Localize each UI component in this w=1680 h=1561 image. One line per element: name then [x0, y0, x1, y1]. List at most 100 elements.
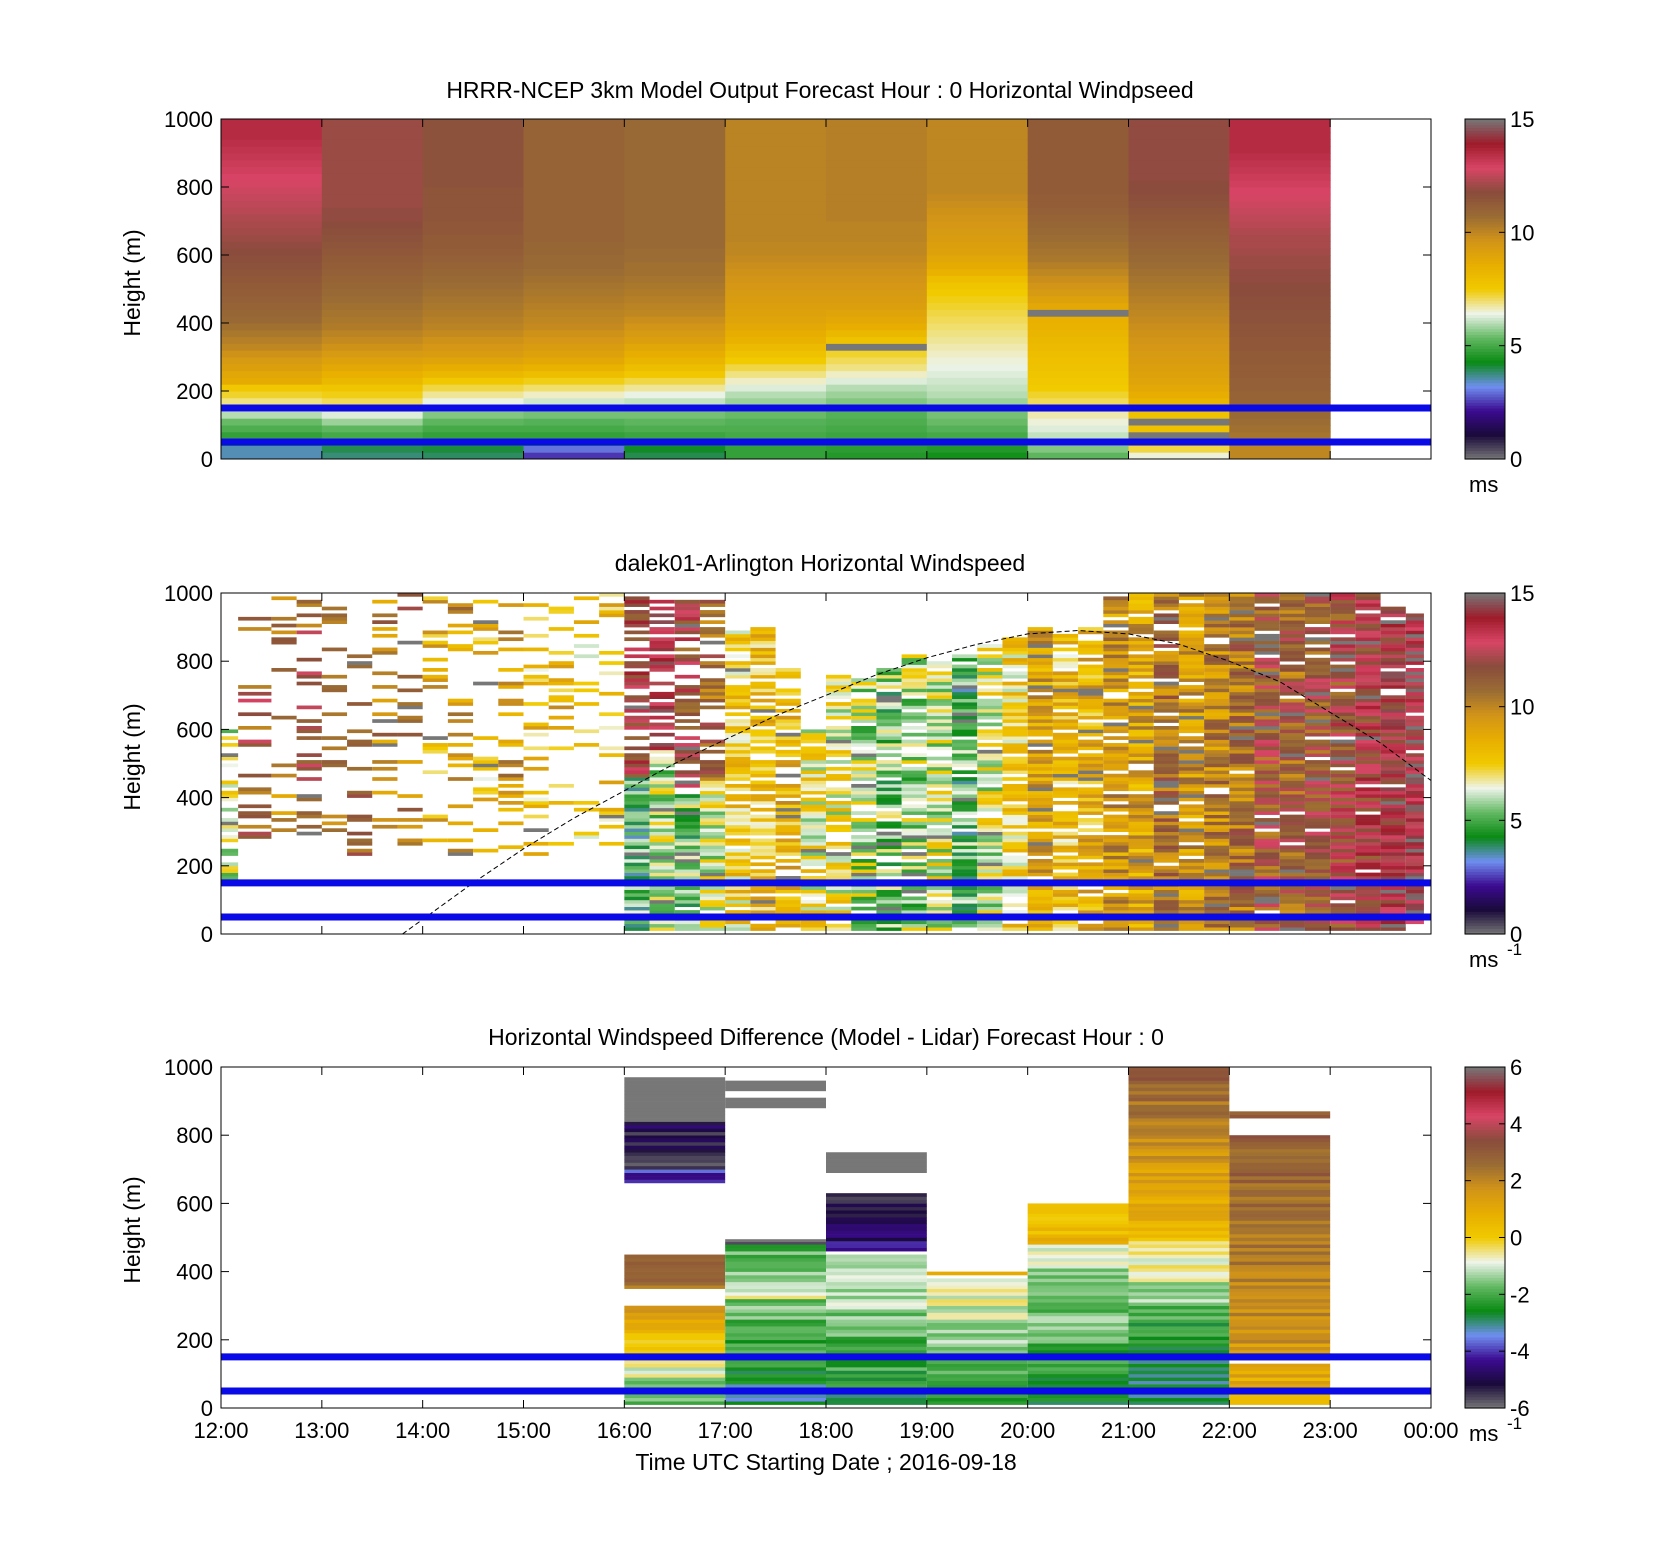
- heatmap-cell: [1355, 620, 1381, 624]
- heatmap-cell: [1405, 780, 1424, 785]
- heatmap-cell: [826, 858, 852, 863]
- heatmap-cell: [750, 927, 776, 931]
- heatmap-cell: [725, 166, 827, 174]
- heatmap-cell: [649, 708, 675, 713]
- heatmap-cell: [725, 818, 751, 822]
- heatmap-cell: [1229, 248, 1331, 256]
- heatmap-cell: [1279, 906, 1305, 911]
- heatmap-cell: [725, 831, 751, 836]
- colorbar-swatch: [1465, 715, 1505, 719]
- heatmap-cell: [977, 801, 1003, 805]
- heatmap-cell: [1178, 780, 1205, 785]
- heatmap-cell: [851, 858, 877, 863]
- heatmap-cell: [699, 773, 726, 778]
- heatmap-cell: [271, 818, 297, 822]
- heatmap-cell: [1103, 920, 1129, 925]
- heatmap-cell: [473, 790, 499, 795]
- heatmap-cell: [523, 282, 625, 290]
- heatmap-cell: [624, 801, 650, 805]
- heatmap-cell: [725, 770, 751, 775]
- heatmap-cell: [901, 818, 927, 822]
- heatmap-cell: [1405, 650, 1424, 655]
- heatmap-cell: [1204, 852, 1230, 856]
- heatmap-cell: [321, 146, 424, 154]
- heatmap-cell: [826, 845, 852, 850]
- heatmap-cell: [725, 452, 827, 460]
- heatmap-cell: [952, 725, 978, 730]
- heatmap-cell: [1002, 777, 1028, 781]
- heatmap-cell: [826, 1152, 927, 1156]
- heatmap-cell: [977, 702, 1003, 706]
- heatmap-cell: [1204, 698, 1230, 703]
- heatmap-cell: [725, 146, 827, 154]
- heatmap-cell: [1178, 685, 1205, 689]
- heatmap-cell: [1229, 350, 1331, 358]
- heatmap-cell: [1279, 729, 1305, 734]
- heatmap-cell: [977, 818, 1003, 822]
- colorbar-swatch: [1465, 1402, 1505, 1406]
- heatmap-cell: [447, 719, 474, 723]
- heatmap-cell: [826, 384, 928, 392]
- heatmap-cell: [1027, 261, 1129, 270]
- heatmap-cell: [1002, 715, 1028, 720]
- heatmap-cell: [1304, 869, 1331, 873]
- heatmap-cell: [321, 685, 348, 689]
- heatmap-cell: [800, 848, 826, 853]
- heatmap-cell: [1128, 146, 1230, 154]
- heatmap-cell: [1204, 896, 1230, 901]
- heatmap-cell: [1128, 275, 1230, 283]
- heatmap-cell: [1103, 763, 1129, 768]
- heatmap-cell: [800, 746, 826, 751]
- heatmap-cell: [1128, 1339, 1230, 1344]
- panel-title: dalek01-Arlington Horizontal Windspeed: [615, 550, 1025, 576]
- heatmap-cell: [1052, 787, 1079, 792]
- heatmap-cell: [699, 876, 726, 880]
- y-tick-label: 1000: [164, 1055, 213, 1080]
- heatmap-cell: [649, 702, 675, 706]
- heatmap-cell: [952, 920, 978, 925]
- heatmap-cell: [649, 893, 675, 897]
- heatmap-cell: [1330, 790, 1356, 795]
- heatmap-cell: [523, 425, 625, 433]
- heatmap-cell: [1405, 729, 1424, 734]
- heatmap-cell: [1229, 1367, 1331, 1371]
- heatmap-cell: [952, 712, 978, 717]
- heatmap-cell: [1204, 650, 1230, 655]
- heatmap-cell: [699, 811, 726, 815]
- heatmap-cell: [674, 780, 700, 785]
- heatmap-cell: [1078, 712, 1104, 717]
- heatmap-cell: [851, 763, 877, 768]
- heatmap-cell: [876, 848, 902, 853]
- heatmap-cell: [1178, 749, 1205, 754]
- heatmap-cell: [674, 746, 700, 751]
- heatmap-cell: [1204, 743, 1230, 747]
- heatmap-cell: [221, 872, 239, 877]
- heatmap-cell: [1178, 620, 1205, 624]
- heatmap-cell: [1355, 623, 1381, 628]
- heatmap-cell: [1128, 623, 1154, 628]
- heatmap-cell: [1128, 411, 1230, 419]
- heatmap-cell: [1229, 1155, 1331, 1160]
- heatmap-cell: [1229, 872, 1255, 877]
- heatmap-cell: [826, 865, 852, 870]
- heatmap-cell: [548, 610, 574, 614]
- heatmap-cell: [952, 722, 978, 727]
- heatmap-cell: [1128, 350, 1230, 358]
- colorbar-swatch: [1465, 300, 1505, 304]
- heatmap-cell: [649, 923, 675, 928]
- heatmap-cell: [952, 862, 978, 867]
- heatmap-cell: [1380, 661, 1406, 665]
- heatmap-cell: [347, 743, 373, 747]
- heatmap-cell: [1204, 644, 1230, 648]
- heatmap-cell: [1330, 876, 1356, 880]
- heatmap-cell: [725, 705, 751, 710]
- heatmap-cell: [901, 835, 927, 839]
- heatmap-cell: [649, 889, 675, 894]
- colorbar-swatch: [1465, 743, 1505, 748]
- colorbar-swatch: [1465, 226, 1505, 231]
- heatmap-cell: [725, 691, 751, 696]
- heatmap-cell: [624, 1309, 726, 1313]
- heatmap-cell: [876, 814, 902, 819]
- heatmap-cell: [523, 664, 549, 669]
- heatmap-cell: [1128, 207, 1230, 215]
